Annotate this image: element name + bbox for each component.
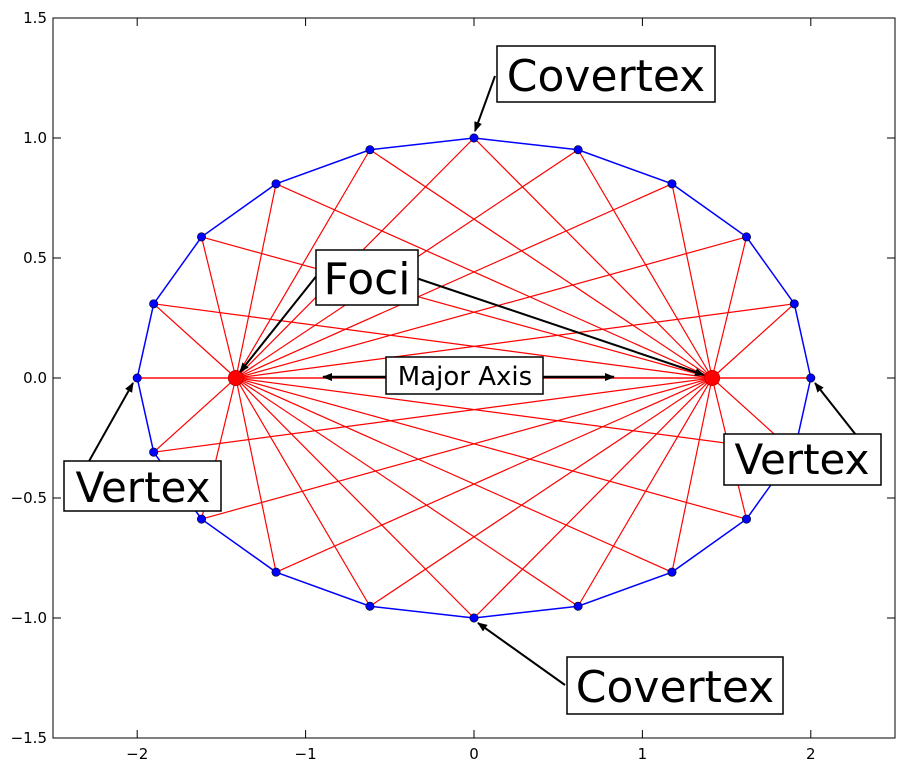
focal-ray	[202, 237, 236, 378]
vertex-left-arrow	[88, 383, 133, 463]
focal-ray	[370, 378, 712, 606]
x-tick-label: 0	[469, 745, 479, 763]
x-tick-label: 2	[806, 745, 816, 763]
y-tick-label: 1.0	[23, 129, 47, 147]
ellipse-point	[668, 180, 676, 188]
vertex-left-label: Vertex	[75, 463, 210, 512]
major-axis-label: Major Axis	[398, 362, 532, 392]
y-tick-label: −0.5	[11, 489, 47, 507]
ellipse-point	[790, 300, 798, 308]
y-tick-label: 1.5	[23, 9, 47, 27]
y-tick-label: −1.5	[11, 729, 47, 747]
x-tick-label: 1	[638, 745, 648, 763]
x-tick-label: −1	[295, 745, 317, 763]
focal-ray	[672, 378, 712, 572]
focal-ray	[672, 184, 712, 378]
ellipse-point	[197, 233, 205, 241]
focal-ray	[154, 304, 236, 378]
ellipse-point	[272, 568, 280, 576]
ellipse-point	[197, 515, 205, 523]
focal-ray	[712, 304, 794, 378]
focal-ray	[236, 378, 747, 519]
focus-point	[705, 371, 720, 386]
ellipse-point	[668, 568, 676, 576]
foci-label: Foci	[323, 254, 410, 305]
ellipse-point	[807, 374, 815, 382]
x-tick-label: −2	[126, 745, 148, 763]
covertex-bottom-label: Covertex	[576, 662, 774, 713]
covertex-top-label: Covertex	[507, 51, 705, 102]
focal-ray	[236, 184, 276, 378]
vertex-right-label: Vertex	[734, 435, 869, 484]
y-tick-label: 0.5	[23, 249, 47, 267]
ellipse-point	[470, 614, 478, 622]
focal-ray	[154, 378, 236, 452]
foci-left-arrow	[240, 274, 318, 372]
ellipse-point	[470, 134, 478, 142]
y-tick-label: −1.0	[11, 609, 47, 627]
ellipse-point	[574, 146, 582, 154]
focal-ray	[202, 378, 713, 519]
ellipse-point	[133, 374, 141, 382]
ellipse-point	[272, 180, 280, 188]
y-tick-label: 0.0	[23, 369, 47, 387]
covertex-bottom-arrow	[478, 623, 565, 685]
ellipse-point	[366, 146, 374, 154]
focal-ray	[712, 237, 746, 378]
covertex-top-arrow	[475, 76, 495, 131]
ellipse-point	[574, 602, 582, 610]
vertex-right-arrow	[815, 383, 856, 435]
ellipse-point	[742, 233, 750, 241]
ellipse-point	[149, 300, 157, 308]
ellipse-point	[149, 448, 157, 456]
focal-ray	[236, 378, 276, 572]
focal-ray	[370, 150, 712, 378]
focus-point	[228, 371, 243, 386]
ellipse-point	[742, 515, 750, 523]
ellipse-point	[366, 602, 374, 610]
focal-ray	[236, 378, 578, 606]
